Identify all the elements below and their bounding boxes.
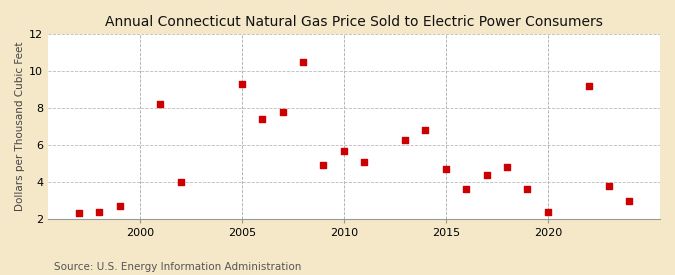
Point	[461, 187, 472, 192]
Point	[400, 138, 410, 142]
Point	[420, 128, 431, 133]
Title: Annual Connecticut Natural Gas Price Sold to Electric Power Consumers: Annual Connecticut Natural Gas Price Sol…	[105, 15, 603, 29]
Point	[502, 165, 512, 169]
Point	[298, 60, 308, 64]
Point	[481, 172, 492, 177]
Point	[277, 110, 288, 114]
Point	[338, 148, 349, 153]
Point	[603, 183, 614, 188]
Point	[359, 160, 370, 164]
Point	[441, 167, 452, 171]
Point	[155, 102, 166, 107]
Point	[236, 82, 247, 86]
Point	[257, 117, 268, 122]
Point	[522, 187, 533, 192]
Point	[318, 163, 329, 168]
Point	[94, 209, 105, 214]
Text: Source: U.S. Energy Information Administration: Source: U.S. Energy Information Administ…	[54, 262, 301, 272]
Point	[583, 84, 594, 88]
Point	[624, 198, 634, 203]
Point	[543, 209, 554, 214]
Point	[176, 180, 186, 184]
Y-axis label: Dollars per Thousand Cubic Feet: Dollars per Thousand Cubic Feet	[15, 42, 25, 211]
Point	[114, 204, 125, 208]
Point	[74, 211, 84, 216]
